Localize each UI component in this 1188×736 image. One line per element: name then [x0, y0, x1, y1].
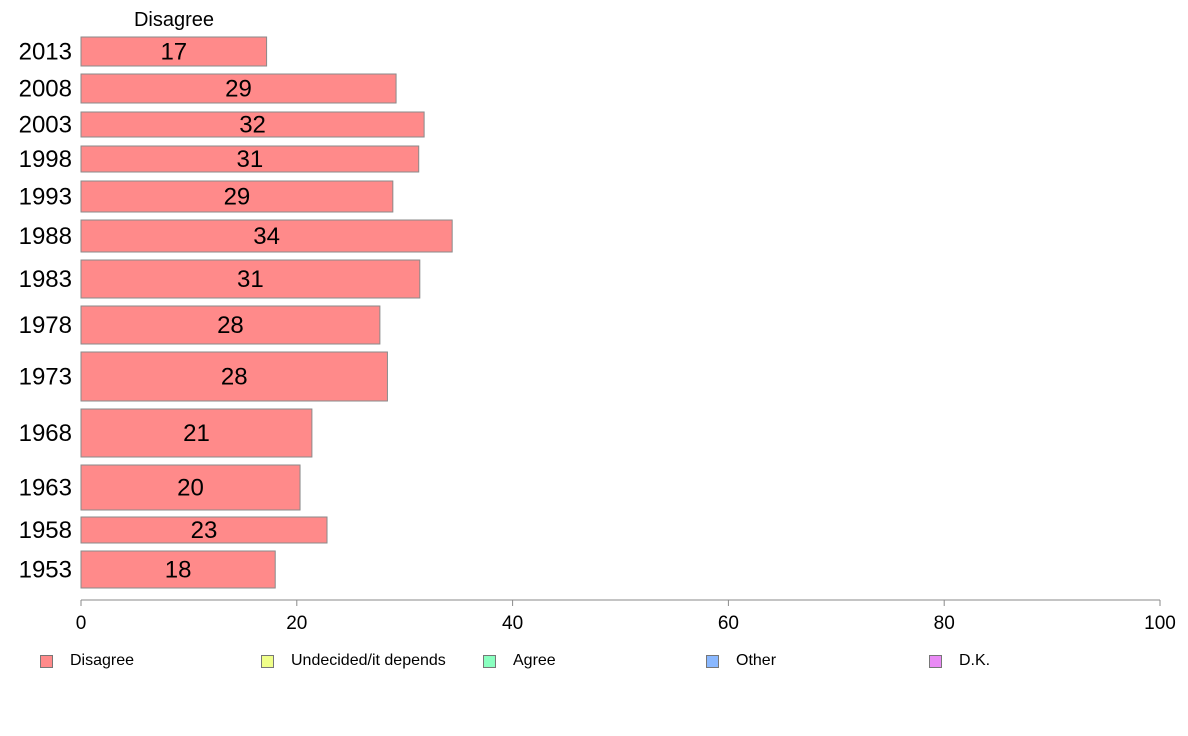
data-label-1968: 21	[183, 420, 210, 447]
legend-item-undecided-it-depends: Undecided/it depends	[261, 652, 446, 670]
legend-swatch	[706, 654, 719, 668]
category-label-1988: 1988	[19, 223, 72, 250]
data-label-1973: 28	[221, 364, 248, 391]
category-label-1983: 1983	[19, 266, 72, 293]
x-tick-label-80: 80	[934, 613, 955, 634]
bar-1988	[80, 219, 453, 253]
data-label-1998: 31	[237, 146, 264, 173]
data-label-1993: 29	[224, 184, 251, 211]
legend: Disagree Undecided/it depends Agree Other D.…	[0, 652, 1188, 676]
bar-1993	[80, 180, 394, 213]
category-label-1968: 1968	[19, 420, 72, 447]
bar-1978	[80, 305, 381, 345]
data-label-1963: 20	[177, 475, 204, 502]
category-label-2003: 2003	[19, 112, 72, 139]
legend-label: Other	[736, 652, 777, 669]
category-label-1978: 1978	[19, 312, 72, 339]
legend-item-disagree: Disagree	[40, 652, 134, 670]
category-label-1963: 1963	[19, 475, 72, 502]
bar-2003	[80, 111, 425, 138]
bar-1953	[80, 550, 276, 589]
category-label-1953: 1953	[19, 557, 72, 584]
x-tick-label-20: 20	[286, 613, 307, 634]
legend-item-d-k: D.K.	[929, 652, 990, 670]
legend-label: D.K.	[959, 652, 991, 669]
column-header: Disagree	[134, 9, 214, 31]
legend-item-agree: Agree	[483, 652, 556, 670]
bar-1968	[80, 408, 313, 458]
data-label-2013: 17	[160, 39, 187, 66]
bar-1998	[80, 145, 420, 173]
data-label-1983: 31	[237, 266, 264, 293]
bar-1963	[80, 464, 301, 511]
data-label-2008: 29	[225, 76, 252, 103]
legend-swatch	[929, 654, 942, 668]
x-tick-label-40: 40	[502, 613, 523, 634]
bar-2013	[80, 36, 268, 67]
x-tick-label-100: 100	[1144, 613, 1176, 634]
category-label-1993: 1993	[19, 184, 72, 211]
category-label-1958: 1958	[19, 517, 72, 544]
category-label-1973: 1973	[19, 364, 72, 391]
bar-chart: Disagree 2013 17 2008 29 2003 32 1998 31 1993 29 1…	[19, 9, 1176, 634]
legend-label: Agree	[513, 652, 556, 669]
legend-swatch	[40, 654, 53, 668]
x-axis: 0 20 40 60 80 100	[76, 599, 1176, 634]
data-label-1958: 23	[191, 517, 218, 544]
category-label-2013: 2013	[19, 39, 72, 66]
bar-1958	[80, 516, 328, 544]
category-label-2008: 2008	[19, 76, 72, 103]
data-label-2003: 32	[239, 112, 266, 139]
bar-2008	[80, 73, 397, 104]
data-label-1953: 18	[165, 557, 192, 584]
legend-swatch	[483, 654, 496, 668]
category-label-1998: 1998	[19, 146, 72, 173]
x-tick-label-60: 60	[718, 613, 739, 634]
x-tick-label-0: 0	[76, 613, 87, 634]
bar-1973	[80, 351, 388, 402]
data-label-1988: 34	[253, 223, 280, 250]
data-label-1978: 28	[217, 312, 244, 339]
legend-label: Disagree	[70, 652, 135, 669]
bar-1983	[80, 259, 421, 299]
bars-group: 2013 17 2008 29 2003 32 1998 31 1993 29 1988 34 1983…	[19, 36, 453, 589]
legend-swatch	[261, 654, 274, 668]
legend-label: Undecided/it depends	[291, 652, 446, 669]
legend-item-other: Other	[706, 652, 776, 670]
